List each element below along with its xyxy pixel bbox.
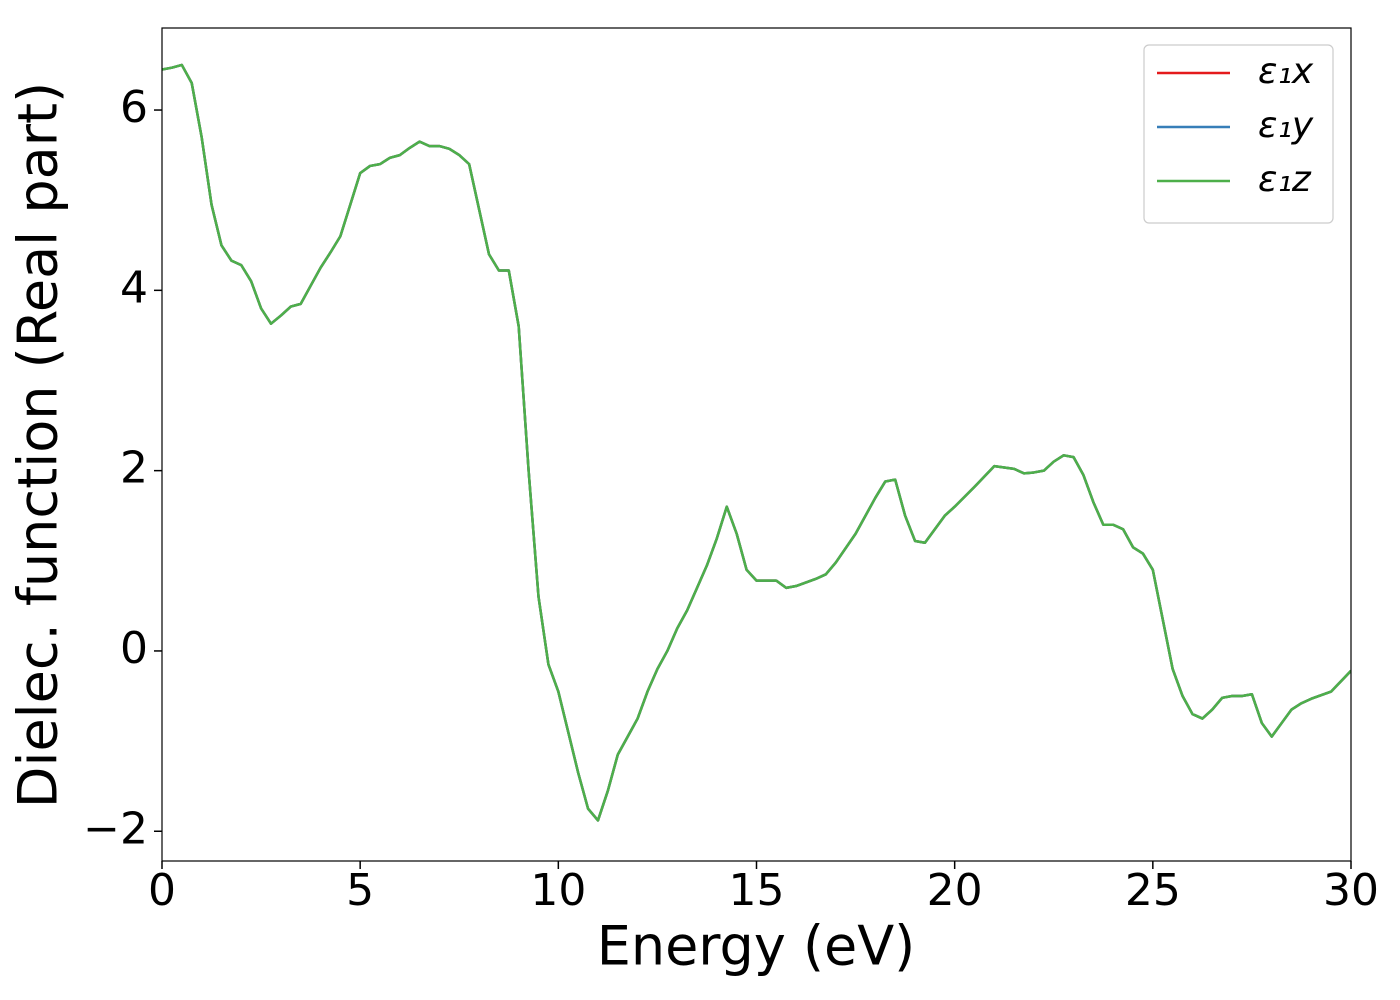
x-tick-label: 20	[927, 865, 983, 916]
legend-box	[1143, 44, 1334, 224]
y-tick-label: 0	[120, 623, 148, 674]
x-tick-label: 0	[148, 865, 176, 916]
legend-label: ε₁z	[1258, 159, 1312, 200]
y-axis-label: Dielec. function (Real part)	[7, 82, 70, 808]
x-tick-label: 10	[530, 865, 586, 916]
y-tick-label: 2	[120, 443, 148, 494]
y-tick-label: 6	[120, 82, 148, 133]
x-tick-label: 15	[729, 865, 785, 916]
series-line	[162, 63, 1351, 822]
legend-label: ε₁y	[1258, 105, 1314, 146]
x-axis-label: Energy (eV)	[597, 915, 916, 978]
x-tick-label: 30	[1323, 865, 1379, 916]
plot-frame	[161, 27, 1352, 862]
x-tick-label: 5	[346, 865, 374, 916]
y-tick-label: 4	[120, 262, 148, 313]
y-tick-label: −2	[83, 803, 148, 854]
x-tick-label: 25	[1125, 865, 1181, 916]
legend-label: ε₁x	[1258, 51, 1314, 92]
